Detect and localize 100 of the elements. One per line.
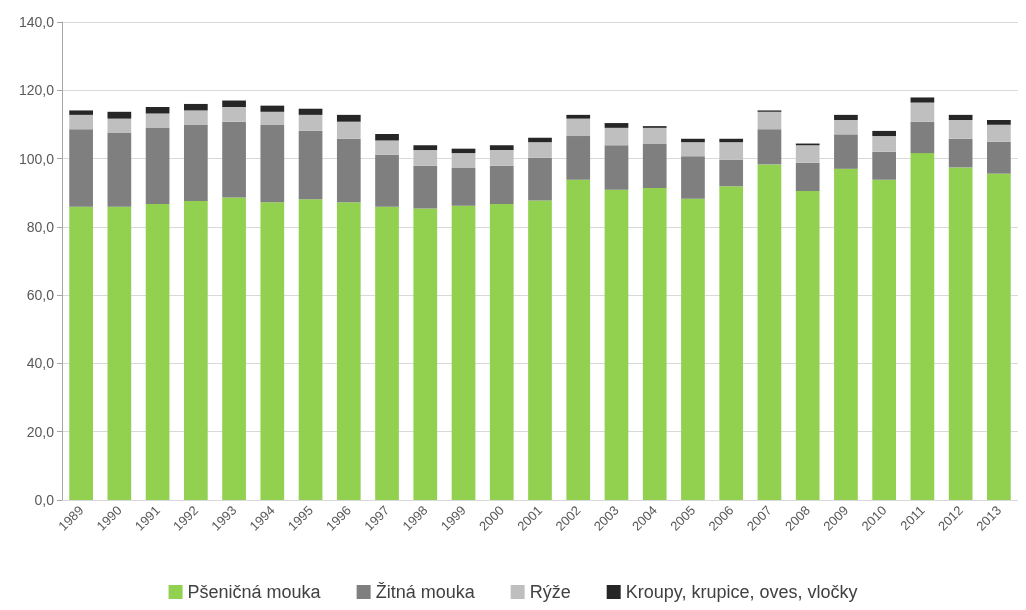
bar <box>528 157 552 201</box>
bar <box>910 97 935 103</box>
bar <box>642 143 667 188</box>
bar <box>795 191 820 500</box>
bar <box>107 111 132 119</box>
y-tick-label: 0,0 <box>34 492 55 508</box>
bar <box>336 121 361 139</box>
y-tick-label: 100,0 <box>18 150 55 167</box>
bar <box>298 108 323 115</box>
bar <box>107 132 132 207</box>
bar <box>375 133 399 141</box>
bar <box>413 165 438 209</box>
bar <box>834 168 858 500</box>
bar <box>566 118 591 137</box>
y-tick-label: 40,0 <box>26 355 55 372</box>
bar <box>910 121 935 154</box>
bar <box>222 107 246 122</box>
bar <box>222 121 246 198</box>
y-tick-label: 80,0 <box>26 218 55 235</box>
bar <box>183 110 208 125</box>
bar <box>642 127 667 144</box>
bar <box>336 138 361 203</box>
bar <box>604 189 629 500</box>
bar <box>681 156 705 199</box>
bar <box>260 111 285 125</box>
y-tick-label: 60,0 <box>26 287 55 304</box>
bar <box>948 114 973 120</box>
bar <box>642 187 667 500</box>
bar <box>260 105 285 112</box>
legend-label: Rýže <box>529 582 571 602</box>
bar <box>910 153 935 500</box>
bar <box>987 173 1011 500</box>
bar <box>948 138 973 168</box>
bar <box>336 114 361 122</box>
bar <box>451 167 476 206</box>
bar <box>413 150 438 166</box>
bar <box>604 127 629 146</box>
bar <box>145 203 170 500</box>
bar <box>834 114 858 120</box>
bar <box>107 118 132 133</box>
bar <box>834 119 858 135</box>
bar <box>719 142 744 160</box>
bar <box>298 114 323 131</box>
bar <box>872 130 897 137</box>
bar <box>69 129 93 207</box>
bar <box>222 100 246 108</box>
bar <box>834 134 858 169</box>
bar <box>757 111 782 130</box>
bar <box>795 145 820 163</box>
bar <box>948 119 973 139</box>
bar <box>183 103 208 111</box>
bar <box>183 124 208 201</box>
legend-label: Žitná mouka <box>375 582 476 602</box>
bar <box>489 145 514 151</box>
bar <box>69 114 93 130</box>
bar <box>872 151 897 180</box>
bar <box>910 102 935 122</box>
bar <box>681 142 705 157</box>
bar <box>107 206 132 500</box>
bar <box>604 123 629 128</box>
bar <box>260 202 285 500</box>
y-tick-label: 140,0 <box>18 14 55 30</box>
bar <box>222 197 246 500</box>
bar <box>375 154 399 207</box>
bar <box>69 206 93 500</box>
y-tick-label: 120,0 <box>18 82 55 99</box>
bar <box>260 124 285 203</box>
bar <box>528 137 552 143</box>
bar <box>489 203 514 500</box>
bar <box>948 167 973 500</box>
bar <box>566 179 591 500</box>
bar <box>336 202 361 500</box>
bar <box>145 107 170 114</box>
bar <box>489 165 514 204</box>
bar <box>451 205 476 500</box>
bar <box>604 145 629 190</box>
bar <box>489 150 514 166</box>
bar <box>451 153 476 168</box>
bar <box>145 113 170 128</box>
bar <box>872 136 897 152</box>
bar <box>69 110 93 115</box>
bar <box>375 206 399 500</box>
bar <box>872 179 897 500</box>
bar <box>413 145 438 151</box>
bar <box>987 119 1011 125</box>
y-tick-label: 20,0 <box>26 423 55 440</box>
bar <box>566 114 591 119</box>
bar <box>375 140 399 155</box>
legend-label: Pšeničná mouka <box>187 582 322 602</box>
bar <box>987 141 1011 174</box>
bar <box>566 136 591 180</box>
bar <box>681 198 705 500</box>
bar <box>757 129 782 165</box>
bar <box>145 127 170 204</box>
bar <box>757 164 782 500</box>
bar <box>183 200 208 500</box>
bar <box>795 162 820 192</box>
bar <box>298 130 323 200</box>
bar <box>987 124 1011 142</box>
bar <box>413 208 438 500</box>
